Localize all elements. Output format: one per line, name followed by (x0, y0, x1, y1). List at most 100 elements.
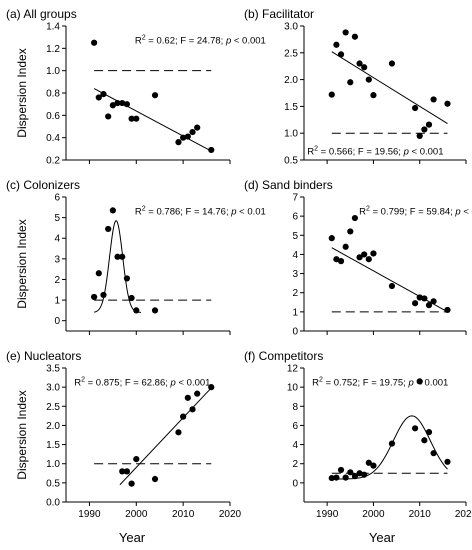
y-tick-label: 3.0 (284, 22, 298, 33)
data-point (151, 475, 159, 483)
data-point (189, 406, 196, 413)
y-tick-label: 3.0 (46, 383, 60, 394)
stats-annotation: R2 = 0.752; F = 19.75; p < 0.001 (312, 376, 448, 388)
y-tick-label: 0 (292, 327, 298, 338)
data-point (105, 113, 112, 120)
stats-annotation: R2 = 0.62; F = 24.78; p < 0.001 (135, 34, 266, 46)
y-tick-label: 1 (292, 307, 298, 318)
panel-title: (c) Colonizers (6, 178, 80, 192)
panel-2: (b) Facilitator 0.5 1.0 1.5 2.0 2.5 3.0 R2 = 0.… (244, 7, 467, 167)
y-tick-label: 7 (292, 193, 298, 204)
data-point (208, 384, 215, 391)
data-point (416, 378, 423, 385)
y-tick-label: 0.0 (46, 498, 60, 509)
data-point (123, 468, 131, 475)
data-point (100, 291, 107, 299)
data-point (365, 76, 372, 83)
data-point (95, 94, 102, 101)
y-tick-label: 0.4 (46, 133, 60, 144)
x-tick-label: 2010 (409, 509, 432, 520)
data-point (388, 282, 396, 290)
panel-4: (d) Sand binders 0 1 2 3 4 5 6 7 R2 = 0.799; F = … (244, 178, 472, 338)
data-point (114, 253, 121, 260)
data-point (123, 275, 131, 282)
data-point (333, 256, 340, 263)
y-tick-label: 2.5 (46, 402, 60, 413)
data-point (430, 298, 437, 305)
fit-line (93, 88, 212, 152)
x-tick-label: 1990 (78, 509, 101, 520)
data-point (328, 235, 335, 242)
y-tick-label: 1.0 (284, 129, 298, 140)
stats-annotation: R2 = 0.786; F = 14.76; p < 0.01 (135, 205, 266, 217)
data-point (194, 390, 201, 397)
x-tick-label: 2020 (455, 509, 472, 520)
y-tick-label: 4 (292, 250, 298, 261)
y-tick-label: 2.0 (284, 75, 298, 86)
data-point (388, 440, 396, 447)
data-point (444, 306, 451, 314)
y-axis-label: Dispersion Index (15, 219, 29, 308)
data-point (365, 459, 372, 466)
data-point (356, 60, 363, 67)
y-axis-label: Dispersion Index (15, 390, 29, 479)
y-tick-label: 1 (54, 296, 60, 307)
y-tick-label: 0.6 (46, 111, 60, 122)
y-tick-label: 10 (287, 383, 299, 394)
y-tick-label: 1.0 (46, 459, 60, 470)
data-point (109, 207, 116, 214)
y-axis-label: Dispersion Index (15, 48, 29, 137)
data-point (421, 126, 428, 133)
data-point (416, 132, 423, 139)
data-point (91, 293, 98, 301)
y-tick-label: 2.0 (46, 421, 60, 432)
data-point (180, 413, 187, 420)
y-tick-label: 1.4 (46, 22, 60, 33)
data-point (388, 60, 396, 67)
y-tick-label: 0.5 (46, 478, 60, 489)
x-tick-label: 2010 (172, 509, 195, 520)
y-tick-label: 0.2 (46, 156, 60, 167)
data-point (347, 469, 354, 476)
data-point (430, 96, 437, 103)
data-point (361, 251, 368, 258)
data-point (337, 51, 345, 58)
panel-title: (d) Sand binders (244, 178, 333, 192)
data-point (444, 458, 451, 465)
y-tick-label: 3 (292, 269, 298, 280)
x-tick-label: 2000 (125, 509, 148, 520)
y-tick-label: 8 (292, 402, 298, 413)
data-point (180, 134, 187, 141)
y-tick-label: 2 (54, 275, 60, 286)
data-point (342, 243, 349, 250)
stats-annotation: R2 = 0.566; F = 19.56; p < 0.001 (307, 146, 443, 158)
y-tick-label: 12 (287, 364, 299, 375)
y-tick-label: 2 (292, 459, 298, 470)
stats-annotation: R2 = 0.799; F = 59.84; p < 0.001 (359, 205, 472, 217)
y-tick-label: 5 (292, 231, 298, 242)
data-point (361, 64, 368, 71)
x-axis-label-left: Year (119, 530, 146, 545)
y-tick-label: 0.8 (46, 89, 60, 100)
y-tick-label: 1.0 (46, 66, 60, 77)
data-point (351, 33, 359, 40)
data-point (95, 270, 102, 277)
data-point (133, 456, 140, 463)
data-point (133, 307, 140, 314)
data-point (444, 100, 451, 107)
fit-line (331, 51, 448, 124)
data-point (421, 295, 428, 302)
data-point (430, 450, 437, 457)
y-tick-label: 2 (292, 288, 298, 299)
data-point (337, 258, 345, 265)
data-point (119, 253, 126, 260)
y-tick-label: 0 (54, 316, 60, 327)
data-point (91, 39, 98, 46)
y-tick-label: 6 (292, 421, 298, 432)
y-tick-label: 3.5 (46, 364, 60, 375)
data-point (425, 302, 433, 309)
data-point (425, 121, 433, 128)
x-tick-label: 2020 (219, 509, 242, 520)
stats-annotation: R2 = 0.875; F = 62.86; p < 0.001 (74, 376, 210, 388)
